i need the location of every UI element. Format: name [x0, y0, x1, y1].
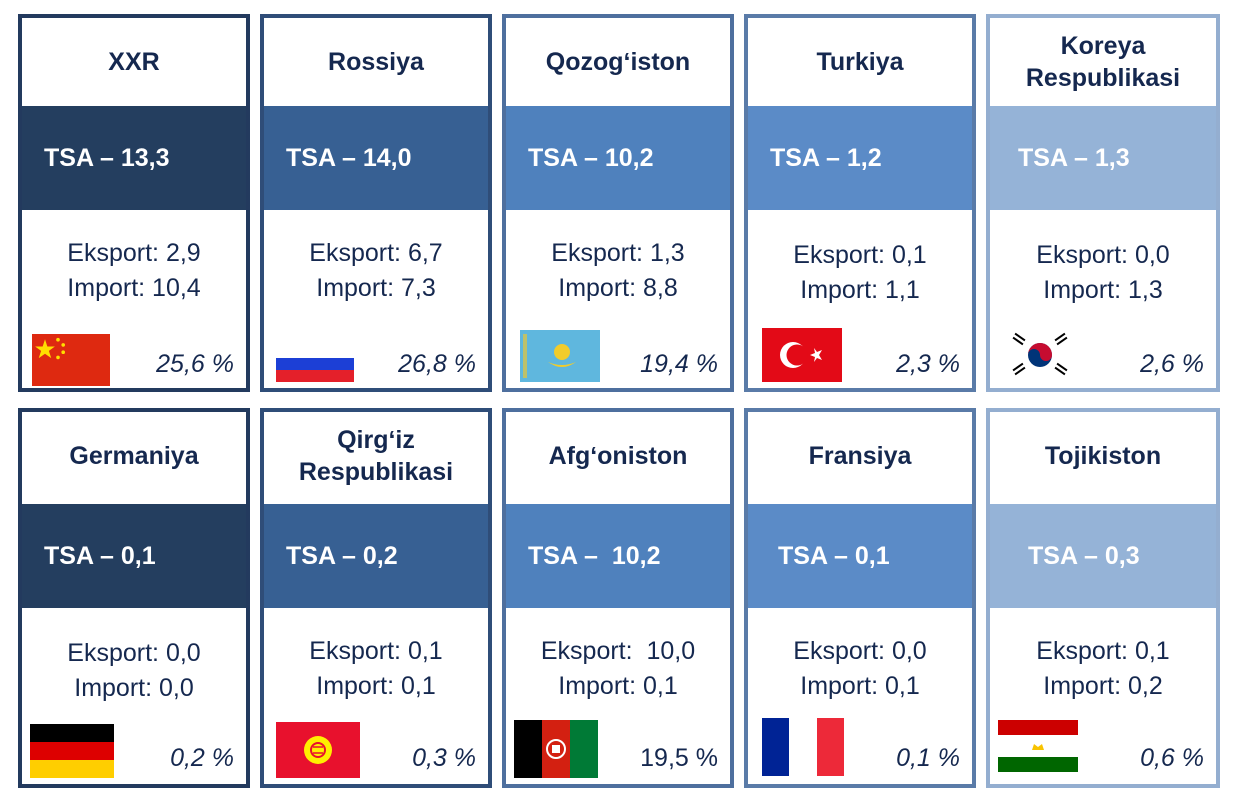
import-value: Import: 7,3 [316, 274, 436, 302]
tsa-value: TSA – 0,1 [748, 504, 972, 608]
share-percent: 26,8 % [398, 350, 476, 378]
share-percent: 25,6 % [156, 350, 234, 378]
tajikistan-flag-icon [998, 720, 1078, 772]
country-card-koreya: Koreya Respublikasi TSA – 1,3 Eksport: 0… [986, 14, 1220, 392]
germany-flag-icon [30, 724, 114, 778]
eksport-value: Eksport: 0,0 [1036, 241, 1170, 269]
country-name: Tojikiston [1044, 442, 1162, 470]
kazakhstan-flag-icon [520, 330, 600, 382]
eksport-value: Eksport: 0,1 [793, 241, 927, 269]
turkey-flag-icon [762, 328, 842, 382]
tsa-value: TSA – 13,3 [22, 106, 246, 210]
tsa-value: TSA – 0,1 [22, 504, 246, 608]
trade-values: Eksport: 2,9 Import: 10,4 [22, 236, 246, 306]
import-value: Import: 0,1 [800, 672, 920, 700]
kyrgyzstan-flag-icon [276, 722, 360, 778]
trade-values: Eksport: 1,3 Import: 8,8 [506, 236, 730, 306]
share-percent: 19,5 % [640, 744, 718, 772]
tsa-value: TSA – 1,3 [990, 106, 1216, 210]
share-percent: 0,3 % [412, 744, 476, 772]
trade-values: Eksport: 0,1 Import: 0,1 [264, 634, 488, 704]
trade-values: Eksport: 0,0 Import: 0,0 [22, 636, 246, 706]
country-card-xxr: XXR TSA – 13,3 Eksport: 2,9 Import: 10,4 … [18, 14, 250, 392]
tsa-value: TSA – 14,0 [264, 106, 488, 210]
country-card-afgoniston: Afgʻoniston TSA – 10,2 Eksport: 10,0 Impo… [502, 408, 734, 788]
trade-values: Eksport: 0,1 Import: 1,1 [748, 238, 972, 308]
trade-values: Eksport: 0,0 Import: 1,3 [990, 238, 1216, 308]
trade-values: Eksport: 0,1 Import: 0,2 [990, 634, 1216, 704]
country-card-turkiya: Turkiya TSA – 1,2 Eksport: 0,1 Import: 1,… [744, 14, 976, 392]
share-percent: 2,3 % [896, 350, 960, 378]
country-card-fransiya: Fransiya TSA – 0,1 Eksport: 0,0 Import: 0… [744, 408, 976, 788]
import-value: Import: 0,0 [74, 674, 194, 702]
tsa-value: TSA – 10,2 [506, 106, 730, 210]
eksport-value: Eksport: 0,1 [1036, 637, 1170, 665]
trade-values: Eksport: 6,7 Import: 7,3 [264, 236, 488, 306]
country-name: Turkiya [816, 48, 904, 76]
russia-flag-icon [276, 346, 354, 382]
country-name: Koreya Respublikasi [1025, 32, 1181, 92]
tsa-value: TSA – 0,2 [264, 504, 488, 608]
tsa-value: TSA – 1,2 [748, 106, 972, 210]
country-card-tojikiston: Tojikiston TSA – 0,3 Eksport: 0,1 Import:… [986, 408, 1220, 788]
import-value: Import: 10,4 [67, 274, 201, 302]
china-flag-icon [32, 334, 110, 386]
import-value: Import: 0,2 [1043, 672, 1163, 700]
import-value: Import: 0,1 [316, 672, 436, 700]
import-value: Import: 1,3 [1043, 276, 1163, 304]
country-name: Germaniya [69, 442, 199, 470]
eksport-value: Eksport: 0,0 [793, 637, 927, 665]
country-name: Afgʻoniston [548, 442, 688, 470]
country-card-germaniya: Germaniya TSA – 0,1 Eksport: 0,0 Import: … [18, 408, 250, 788]
afghanistan-flag-icon [514, 720, 598, 778]
country-name: Qozogʻiston [545, 48, 691, 76]
country-name: XXR [108, 48, 160, 76]
country-card-rossiya: Rossiya TSA – 14,0 Eksport: 6,7 Import: 7… [260, 14, 492, 392]
share-percent: 0,1 % [896, 744, 960, 772]
trade-values: Eksport: 0,0 Import: 0,1 [748, 634, 972, 704]
share-percent: 2,6 % [1140, 350, 1204, 378]
eksport-value: Eksport: 0,0 [67, 639, 201, 667]
south-korea-flag-icon [1000, 328, 1080, 382]
trade-values: Eksport: 10,0 Import: 0,1 [506, 634, 730, 704]
share-percent: 0,2 % [170, 744, 234, 772]
eksport-value: Eksport: 10,0 [540, 637, 696, 665]
country-name: Qirgʻiz Respublikasi [298, 426, 454, 486]
import-value: Import: 1,1 [800, 276, 920, 304]
import-value: Import: 0,1 [558, 672, 678, 700]
eksport-value: Eksport: 1,3 [551, 239, 685, 267]
import-value: Import: 8,8 [558, 274, 678, 302]
country-card-qirgiz: Qirgʻiz Respublikasi TSA – 0,2 Eksport: … [260, 408, 492, 788]
share-percent: 19,4 % [640, 350, 718, 378]
country-card-qozogiston: Qozogʻiston TSA – 10,2 Eksport: 1,3 Impor… [502, 14, 734, 392]
eksport-value: Eksport: 0,1 [309, 637, 443, 665]
country-name: Rossiya [328, 48, 424, 76]
france-flag-icon [762, 718, 844, 776]
tsa-value: TSA – 0,3 [990, 504, 1216, 608]
share-percent: 0,6 % [1140, 744, 1204, 772]
eksport-value: Eksport: 2,9 [67, 239, 201, 267]
tsa-value: TSA – 10,2 [506, 504, 730, 608]
eksport-value: Eksport: 6,7 [309, 239, 443, 267]
country-name: Fransiya [808, 442, 912, 470]
